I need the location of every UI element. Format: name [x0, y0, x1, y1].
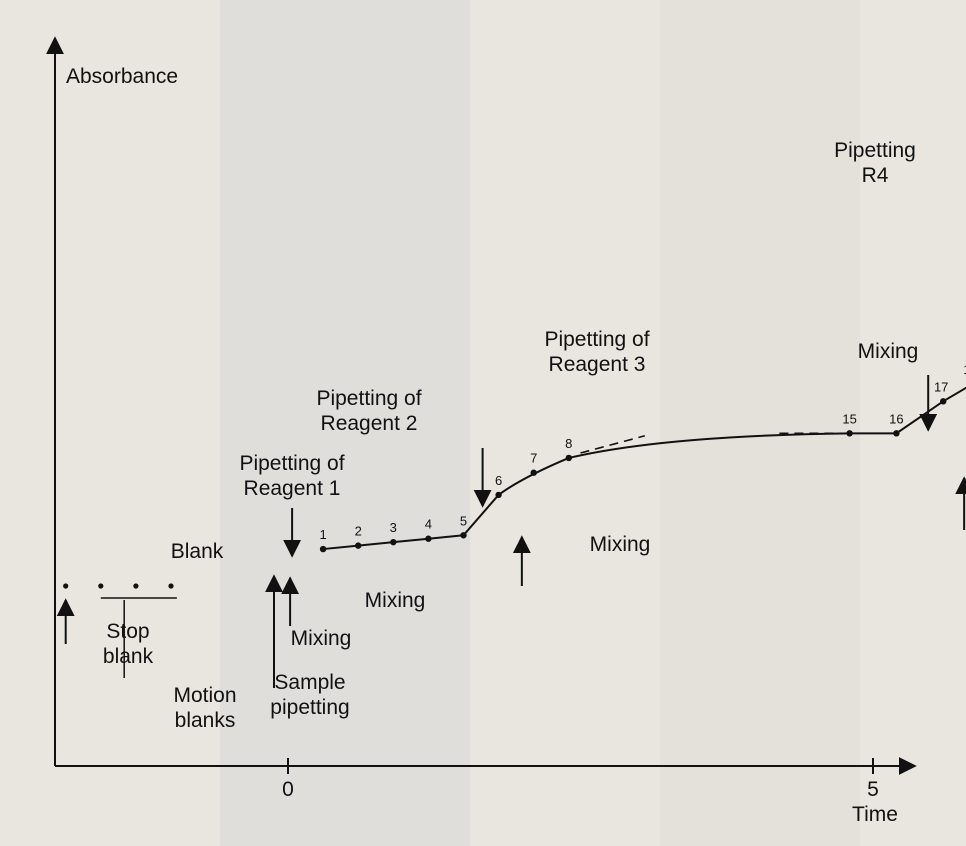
data-point-label: 8 [565, 436, 572, 451]
data-point [565, 454, 572, 462]
background-band [220, 0, 470, 846]
annotation-label: Mixing [590, 533, 651, 556]
data-point [940, 398, 947, 405]
chart-marks [56, 375, 966, 688]
background-band [660, 0, 860, 846]
annotation-label: Pipetting of [544, 328, 649, 351]
data-point-label: 4 [425, 517, 432, 532]
data-point-label: 5 [460, 513, 467, 528]
stop-blank-label: Stop [106, 620, 149, 643]
x-axis-label: Time [852, 803, 898, 826]
annotation-label: R4 [862, 164, 889, 187]
data-point-label: 1 [319, 527, 326, 542]
data-point-label: 16 [889, 411, 903, 426]
data-point-label: 6 [495, 473, 502, 488]
annotation-label: Mixing [365, 589, 426, 612]
annotation-label: pipetting [270, 696, 349, 719]
annotation-label: Mixing [291, 627, 352, 650]
annotation-label: Pipetting of [239, 452, 344, 475]
data-point [319, 545, 327, 553]
data-point-label: 18 [963, 362, 966, 377]
stop-blank-label: blank [103, 645, 154, 668]
data-point [846, 430, 853, 437]
data-point [425, 535, 432, 542]
blank-point [133, 583, 139, 589]
annotation-label: Pipetting [834, 139, 916, 162]
data-point [893, 430, 900, 437]
data-point-label: 3 [390, 520, 397, 535]
chart-texts: AbsorbanceTime0510BlankStopblankMotionbl… [66, 65, 966, 826]
annotation-label: Reagent 3 [549, 353, 646, 376]
data-point [390, 538, 397, 546]
motion-blanks-label: Motion [173, 684, 236, 707]
annotation-label: Sample [274, 671, 345, 694]
y-axis-label: Absorbance [66, 65, 178, 88]
x-tick-label: 5 [867, 778, 879, 801]
data-point-label: 7 [530, 451, 537, 466]
axes [46, 36, 917, 775]
annotation-label: Reagent 2 [321, 412, 418, 435]
data-point-label: 17 [934, 379, 948, 394]
data-point [355, 542, 362, 549]
blank-point [98, 583, 104, 589]
data-point-label: 15 [842, 411, 856, 426]
blank-point [63, 583, 69, 589]
x-tick-label: 0 [282, 778, 294, 801]
motion-blanks-label: blanks [175, 709, 236, 732]
curve-segment [462, 386, 966, 536]
data-point [460, 532, 467, 539]
annotation-label: Pipetting of [316, 387, 421, 410]
blank-label: Blank [171, 540, 224, 563]
data-point [530, 469, 537, 476]
data-point-label: 2 [355, 524, 362, 539]
data-point [495, 491, 502, 499]
dashed-extrapolation [580, 435, 646, 454]
annotation-label: Reagent 1 [244, 477, 341, 500]
blank-point [168, 583, 174, 589]
annotation-label: Mixing [858, 340, 919, 363]
